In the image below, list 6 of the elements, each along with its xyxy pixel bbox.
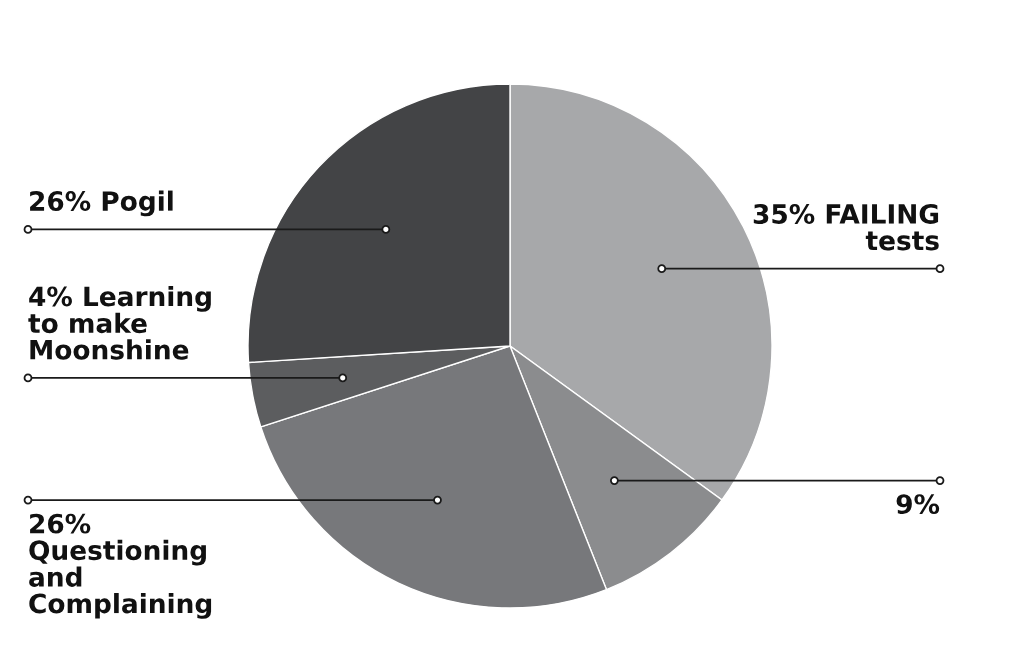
data-label: 9% bbox=[896, 494, 940, 515]
slice-label: Questioning and Complaining bbox=[29, 539, 212, 619]
slice-label: 26% Pogil bbox=[30, 190, 173, 217]
slice-label: 35% FAILING tests bbox=[753, 203, 939, 251]
data-label: 26% bbox=[30, 513, 91, 534]
slice-label: 4% Learning to make Moonshine bbox=[28, 285, 211, 360]
